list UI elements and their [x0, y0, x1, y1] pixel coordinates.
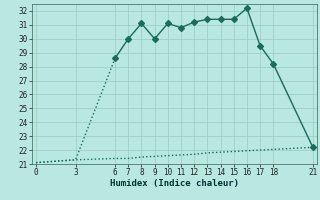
X-axis label: Humidex (Indice chaleur): Humidex (Indice chaleur) — [110, 179, 239, 188]
